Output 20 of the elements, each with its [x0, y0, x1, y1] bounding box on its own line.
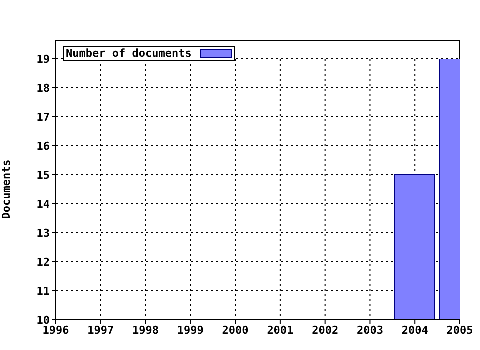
- y-tick-label: 16: [36, 140, 50, 153]
- y-tick-label: 18: [36, 82, 50, 95]
- x-tick-label: 2001: [267, 324, 294, 337]
- y-tick-label: 19: [36, 52, 50, 66]
- y-tick-label: 13: [36, 226, 50, 240]
- y-tick-label: 12: [36, 256, 50, 269]
- x-tick-label: 1998: [132, 324, 160, 337]
- x-tick-label: 2002: [312, 324, 339, 337]
- x-tick-label: 1997: [88, 324, 114, 337]
- legend-label: Number of documents: [66, 47, 192, 60]
- x-tick-label: 2004: [402, 324, 429, 337]
- y-tick-label: 14: [36, 198, 50, 211]
- x-tick-label: 1999: [177, 324, 204, 337]
- y-tick-label: 17: [36, 110, 50, 124]
- x-tick-label: 2005: [446, 324, 474, 337]
- y-axis-title: Documents: [0, 160, 13, 220]
- x-tick-label: 2000: [222, 324, 249, 337]
- y-tick-label: 11: [36, 284, 50, 298]
- x-tick-label: 2003: [356, 324, 384, 337]
- y-tick-label: 15: [36, 168, 50, 182]
